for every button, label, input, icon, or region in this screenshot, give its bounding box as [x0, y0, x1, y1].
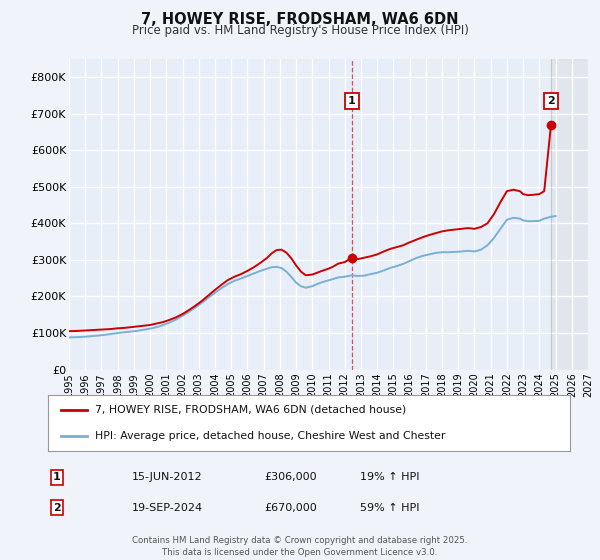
Text: 19-SEP-2024: 19-SEP-2024 [132, 503, 203, 513]
Text: £306,000: £306,000 [264, 472, 317, 482]
Text: 59% ↑ HPI: 59% ↑ HPI [360, 503, 419, 513]
Text: 2: 2 [53, 503, 61, 513]
Text: 2: 2 [547, 96, 555, 106]
Text: 1: 1 [53, 472, 61, 482]
Text: 7, HOWEY RISE, FRODSHAM, WA6 6DN (detached house): 7, HOWEY RISE, FRODSHAM, WA6 6DN (detach… [95, 405, 406, 415]
Text: HPI: Average price, detached house, Cheshire West and Chester: HPI: Average price, detached house, Ches… [95, 431, 445, 441]
Text: 1: 1 [348, 96, 356, 106]
Bar [551, 59, 588, 370]
Text: 19% ↑ HPI: 19% ↑ HPI [360, 472, 419, 482]
Text: 15-JUN-2012: 15-JUN-2012 [132, 472, 203, 482]
Text: £670,000: £670,000 [264, 503, 317, 513]
Text: Contains HM Land Registry data © Crown copyright and database right 2025.
This d: Contains HM Land Registry data © Crown c… [132, 536, 468, 557]
Text: 7, HOWEY RISE, FRODSHAM, WA6 6DN: 7, HOWEY RISE, FRODSHAM, WA6 6DN [141, 12, 459, 27]
Text: Price paid vs. HM Land Registry's House Price Index (HPI): Price paid vs. HM Land Registry's House … [131, 24, 469, 37]
